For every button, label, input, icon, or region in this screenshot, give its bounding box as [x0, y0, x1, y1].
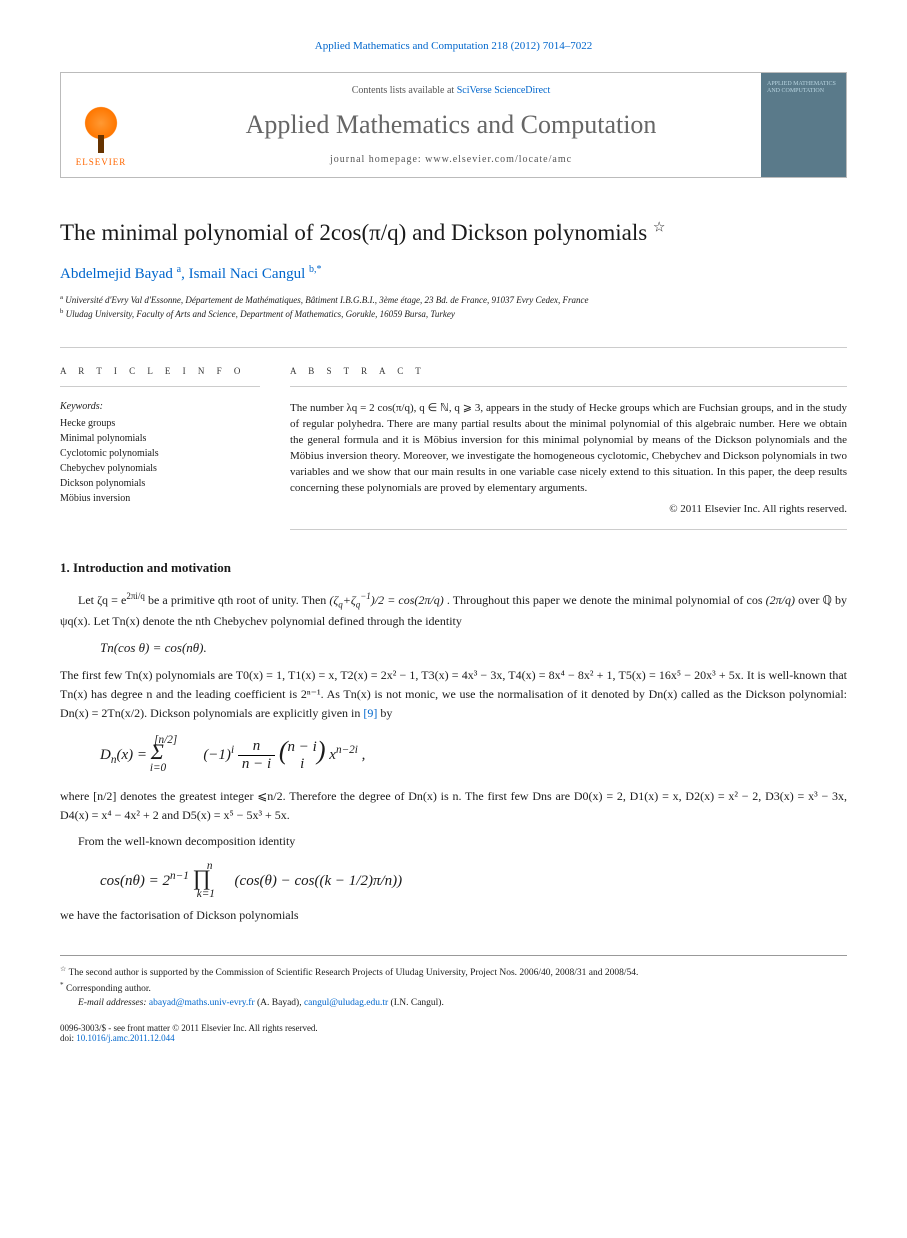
affiliations-block: a Université d'Evry Val d'Essonne, Dépar… [60, 293, 847, 322]
sciencedirect-link[interactable]: SciVerse ScienceDirect [457, 85, 551, 96]
abstract-text: The number λq = 2 cos(π/q), q ∈ ℕ, q ⩾ 3… [290, 401, 847, 497]
abstract-copyright: © 2011 Elsevier Inc. All rights reserved… [290, 503, 847, 530]
email-link[interactable]: cangul@uludag.edu.tr [304, 998, 388, 1008]
text-run: Let ζq = e [78, 593, 126, 607]
keywords-list: Hecke groups Minimal polynomials Cycloto… [60, 416, 260, 506]
author-aff-marker[interactable]: a [177, 264, 181, 275]
elsevier-tree-icon [76, 103, 126, 153]
doi-label: doi: [60, 1033, 74, 1043]
keyword: Dickson polynomials [60, 476, 260, 491]
article-title: The minimal polynomial of 2cos(π/q) and … [60, 218, 847, 248]
body-paragraph: we have the factorisation of Dickson pol… [60, 906, 847, 925]
star-icon: ☆ [60, 965, 66, 973]
journal-name: Applied Mathematics and Computation [246, 110, 657, 140]
citation-link[interactable]: [9] [363, 706, 377, 720]
keyword: Möbius inversion [60, 491, 260, 506]
article-info-label: A R T I C L E I N F O [60, 366, 260, 387]
corresponding-label: Corresponding author. [66, 984, 151, 994]
text-run: be a primitive qth root of unity. Then [148, 593, 329, 607]
math-inline: (2π/q) [766, 593, 795, 607]
doi-line: doi: 10.1016/j.amc.2011.12.044 [60, 1033, 847, 1043]
display-equation: cos(nθ) = 2n−1 ∏k=1n(cos(θ) − cos((k − 1… [100, 865, 847, 892]
title-star[interactable]: ☆ [653, 220, 666, 235]
keywords-label: Keywords: [60, 401, 260, 412]
email-author: (A. Bayad), [257, 998, 302, 1008]
keyword: Cyclotomic polynomials [60, 446, 260, 461]
asterisk-icon: * [60, 981, 64, 989]
elsevier-logo: ELSEVIER [76, 103, 127, 167]
keyword: Chebychev polynomials [60, 461, 260, 476]
homepage-url[interactable]: www.elsevier.com/locate/amc [425, 154, 572, 165]
display-equation: Dn(x) = Σi=0[n/2](−1)i n n − i ( n − i i… [100, 736, 847, 773]
body-paragraph: From the well-known decomposition identi… [60, 832, 847, 851]
footnotes-block: ☆ The second author is supported by the … [60, 955, 847, 1011]
math-sup: 2πi/q [126, 591, 145, 601]
footnote-corresponding: * Corresponding author. [60, 980, 847, 996]
math-inline: (ζq+ζq−1)/2 = cos(2π/q) [329, 593, 443, 607]
cover-text: APPLIED MATHEMATICS AND COMPUTATION [767, 81, 840, 95]
journal-masthead: ELSEVIER Contents lists available at Sci… [60, 72, 847, 178]
email-author: (I.N. Cangul). [391, 998, 444, 1008]
aff-marker: b [60, 308, 63, 315]
elsevier-label: ELSEVIER [76, 157, 127, 167]
aff-text: Université d'Evry Val d'Essonne, Départe… [65, 295, 588, 305]
affiliation: b Uludag University, Faculty of Arts and… [60, 307, 847, 322]
issn-copyright-line: 0096-3003/$ - see front matter © 2011 El… [60, 1023, 847, 1033]
footnote-star: ☆ The second author is supported by the … [60, 964, 847, 980]
keyword: Hecke groups [60, 416, 260, 431]
footnote-emails: E-mail addresses: abayad@maths.univ-evry… [60, 996, 847, 1010]
email-link[interactable]: abayad@maths.univ-evry.fr [149, 998, 255, 1008]
masthead-center: Contents lists available at SciVerse Sci… [141, 73, 761, 177]
abstract-column: A B S T R A C T The number λq = 2 cos(π/… [290, 366, 847, 530]
journal-cover-thumb: APPLIED MATHEMATICS AND COMPUTATION [761, 73, 846, 177]
title-text: The minimal polynomial of 2cos(π/q) and … [60, 220, 647, 245]
text-run: by [380, 706, 392, 720]
display-equation: Tn(cos θ) = cos(nθ). [100, 640, 847, 656]
homepage-prefix: journal homepage: [330, 154, 425, 165]
article-info-column: A R T I C L E I N F O Keywords: Hecke gr… [60, 366, 260, 530]
abstract-label: A B S T R A C T [290, 366, 847, 387]
text-run: The first few Tn(x) polynomials are T0(x… [60, 668, 847, 719]
text-run: . Throughout this paper we denote the mi… [447, 593, 763, 607]
keyword: Minimal polynomials [60, 431, 260, 446]
doi-link[interactable]: 10.1016/j.amc.2011.12.044 [76, 1033, 174, 1043]
contents-available-line: Contents lists available at SciVerse Sci… [352, 85, 551, 96]
body-paragraph: The first few Tn(x) polynomials are T0(x… [60, 666, 847, 722]
journal-homepage-line: journal homepage: www.elsevier.com/locat… [330, 154, 572, 165]
contents-prefix: Contents lists available at [352, 85, 457, 96]
author-aff-marker[interactable]: b,* [309, 264, 322, 275]
footnote-text: The second author is supported by the Co… [69, 968, 639, 978]
authors-line: Abdelmejid Bayad a, Ismail Naci Cangul b… [60, 264, 847, 283]
section-heading: 1. Introduction and motivation [60, 560, 847, 576]
email-label: E-mail addresses: [78, 998, 147, 1008]
info-abstract-row: A R T I C L E I N F O Keywords: Hecke gr… [60, 347, 847, 530]
affiliation: a Université d'Evry Val d'Essonne, Dépar… [60, 293, 847, 308]
aff-text: Uludag University, Faculty of Arts and S… [66, 309, 455, 319]
aff-marker: a [60, 294, 63, 301]
author[interactable]: Abdelmejid Bayad [60, 266, 173, 282]
body-paragraph: Let ζq = e2πi/q be a primitive qth root … [60, 590, 847, 631]
author[interactable]: Ismail Naci Cangul [189, 266, 306, 282]
header-citation: Applied Mathematics and Computation 218 … [60, 40, 847, 52]
publisher-logo-box: ELSEVIER [61, 73, 141, 177]
body-paragraph: where [n/2] denotes the greatest integer… [60, 787, 847, 824]
